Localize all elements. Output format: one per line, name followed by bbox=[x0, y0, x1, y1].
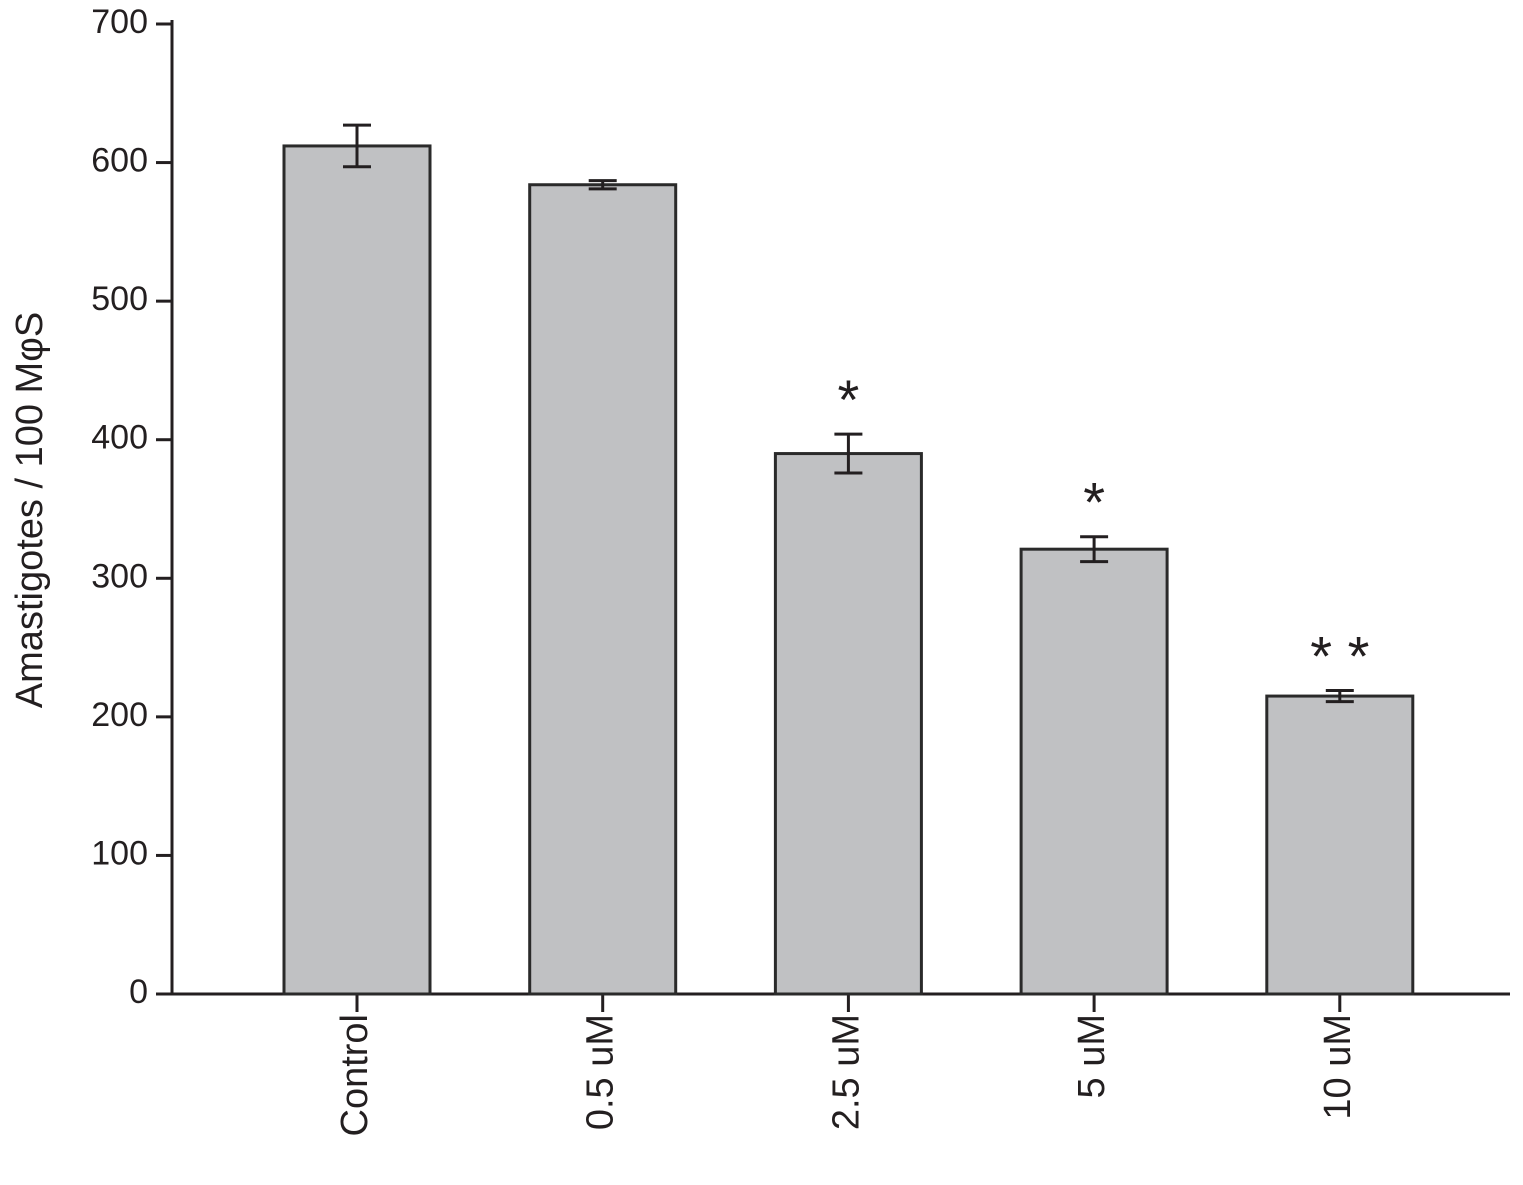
y-tick-label: 400 bbox=[91, 419, 148, 457]
y-tick-label: 500 bbox=[91, 280, 148, 318]
x-tick-label: 10 uM bbox=[1317, 1014, 1359, 1120]
y-tick-label: 100 bbox=[91, 834, 148, 872]
y-tick-label: 600 bbox=[91, 142, 148, 180]
y-axis-label: Amastigotes / 100 MφS bbox=[9, 312, 51, 708]
bar bbox=[1019, 547, 1169, 996]
significance-marker: * bbox=[1083, 471, 1105, 534]
bar bbox=[773, 452, 923, 996]
x-tick-label: 5 uM bbox=[1071, 1014, 1113, 1098]
significance-marker: * bbox=[838, 368, 860, 431]
x-tick-label: 0.5 uM bbox=[580, 1014, 622, 1130]
bar bbox=[1265, 694, 1415, 996]
y-tick-label: 200 bbox=[91, 696, 148, 734]
x-tick-label: 2.5 uM bbox=[825, 1014, 867, 1130]
x-tick-label: Control bbox=[334, 1014, 376, 1137]
bar bbox=[282, 144, 432, 996]
y-tick-label: 700 bbox=[91, 3, 148, 41]
significance-marker: * * bbox=[1310, 624, 1369, 687]
y-tick-label: 300 bbox=[91, 557, 148, 595]
y-tick-label: 0 bbox=[129, 973, 148, 1011]
bar bbox=[528, 183, 678, 996]
